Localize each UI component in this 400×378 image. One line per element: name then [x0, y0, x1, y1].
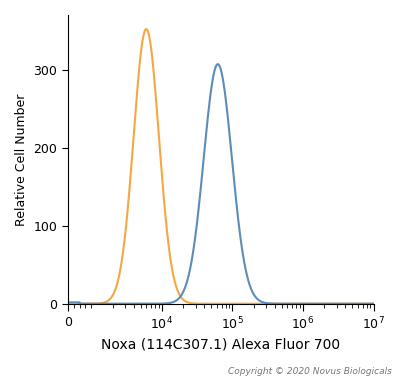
X-axis label: Noxa (114C307.1) Alexa Fluor 700: Noxa (114C307.1) Alexa Fluor 700 [101, 338, 340, 352]
Y-axis label: Relative Cell Number: Relative Cell Number [15, 93, 28, 226]
Text: Copyright © 2020 Novus Biologicals: Copyright © 2020 Novus Biologicals [228, 367, 392, 376]
